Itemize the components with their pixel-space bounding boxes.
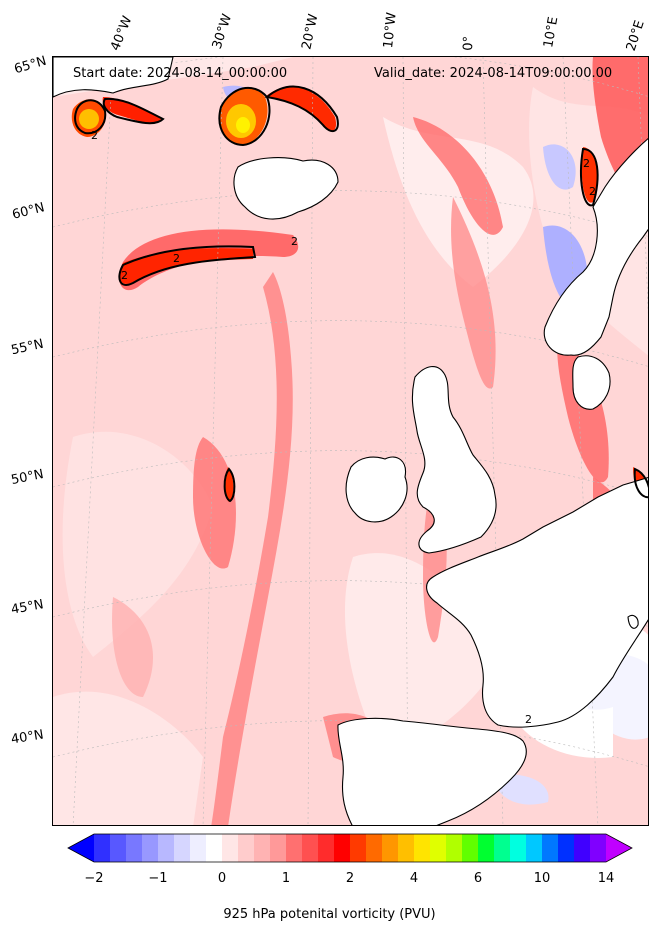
denmark-outline [572, 355, 611, 410]
corsica-outline [627, 614, 639, 629]
contour-label: 2 [121, 269, 128, 282]
colorbar-cell [494, 834, 511, 862]
colorbar-cell [510, 834, 527, 862]
colorbar-cell [558, 834, 575, 862]
colorbar-tick-label: 6 [473, 871, 483, 886]
iceland-outline [233, 157, 339, 220]
colorbar [67, 833, 633, 863]
valid-date-label: Valid_date: 2024-08-14T09:00:00.00 [374, 66, 613, 81]
colorbar-cell [350, 834, 367, 862]
colorbar-outline [67, 833, 633, 863]
colorbar-cell [254, 834, 271, 862]
colorbar-cell [574, 834, 591, 862]
contour-label: 2 [589, 185, 596, 198]
colorbar-cell [430, 834, 447, 862]
colorbar-cell [126, 834, 143, 862]
lon-label-30w: 30°W [209, 12, 236, 51]
colorbar-cell [94, 834, 111, 862]
lon-label-10e: 10°E [541, 15, 562, 49]
lat-label-60n: 60°N [10, 200, 47, 223]
colorbar-cell [526, 834, 543, 862]
colorbar-cell [302, 834, 319, 862]
contour-label: 2 [583, 157, 590, 170]
colorbar-cell [270, 834, 287, 862]
colorbar-cell [446, 834, 463, 862]
lat-label-50n: 50°N [9, 467, 45, 488]
colorbar-tick-label: 2 [345, 871, 355, 886]
lat-label-40n: 40°N [10, 727, 45, 748]
ireland-outline [345, 456, 408, 523]
colorbar-cell [158, 834, 175, 862]
colorbar-extend-min [68, 834, 94, 862]
contour-label: 2 [91, 129, 98, 142]
colorbar-cell [190, 834, 207, 862]
lon-label-20e: 20°E [623, 18, 648, 53]
lat-label-55n: 55°N [9, 336, 45, 359]
colorbar-cell [382, 834, 399, 862]
colorbar-cell [222, 834, 239, 862]
contour-label: 2 [291, 235, 298, 248]
colorbar-tick-label: −2 [84, 871, 104, 886]
colorbar-tick-label: −1 [148, 871, 168, 886]
contour-label: 2 [173, 252, 180, 265]
colorbar-cell [590, 834, 607, 862]
lat-label-65n: 65°N [12, 53, 49, 78]
graticule-lines [53, 57, 648, 825]
start-date-label: Start date: 2024-08-14_00:00:00 [73, 66, 288, 81]
colorbar-cell [110, 834, 127, 862]
colorbar-label: 925 hPa potenital vorticity (PVU) [223, 907, 436, 922]
greenland-outline [53, 57, 174, 98]
colorbar-cells [68, 834, 632, 862]
colorbar-cell [334, 834, 351, 862]
great-britain-outline [411, 366, 497, 554]
lon-label-10w: 10°W [381, 11, 400, 50]
contour-labels: 2 2 2 2 2 2 2 [91, 129, 596, 726]
lat-label-45n: 45°N [9, 597, 45, 618]
pv-field-map: 2 2 2 2 2 2 2 [53, 57, 648, 825]
contour-label: 2 [525, 713, 532, 726]
colorbar-cell [238, 834, 255, 862]
pv2-contours [74, 85, 648, 503]
iberia-outline [337, 717, 527, 825]
pv-maxima [71, 86, 648, 502]
colorbar-cell [286, 834, 303, 862]
lon-label-40w: 40°W [108, 14, 136, 53]
colorbar-tick-label: 0 [217, 871, 227, 886]
colorbar-tick-label: 14 [597, 871, 615, 886]
lon-label-20w: 20°W [299, 12, 322, 51]
colorbar-cell [174, 834, 191, 862]
coastlines [53, 57, 648, 825]
colorbar-cell [398, 834, 415, 862]
colorbar-cell [366, 834, 383, 862]
colorbar-cell [142, 834, 159, 862]
lon-label-0: 0° [461, 35, 477, 51]
colorbar-cell [478, 834, 495, 862]
map-plot-area: 2 2 2 2 2 2 2 [52, 56, 649, 826]
colorbar-extend-max [606, 834, 632, 862]
colorbar-cell [414, 834, 431, 862]
colorbar-tick-label: 10 [533, 871, 551, 886]
norway-outline [543, 137, 648, 356]
colorbar-cell [462, 834, 479, 862]
colorbar-tick-label: 4 [409, 871, 419, 886]
colorbar-tick-label: 1 [281, 871, 291, 886]
colorbar-cell [542, 834, 559, 862]
france-outline [426, 477, 648, 728]
colorbar-cell [318, 834, 335, 862]
colorbar-cell [206, 834, 223, 862]
